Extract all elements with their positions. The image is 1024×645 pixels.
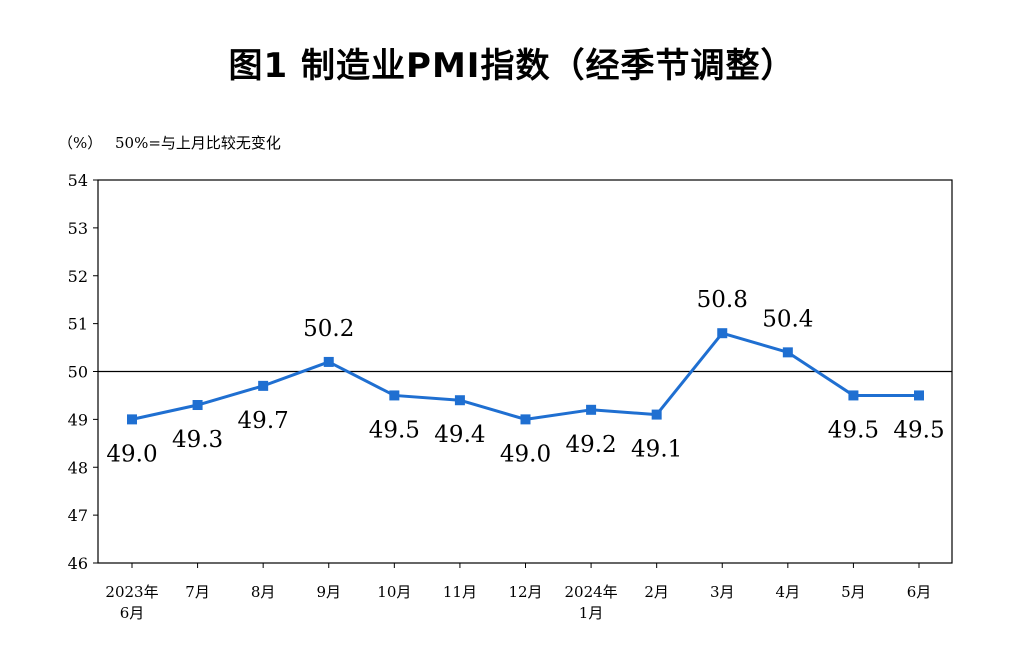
x-tick-label: 9月 [316,583,341,601]
y-tick-label: 46 [68,554,88,573]
data-point [717,328,728,339]
data-point [586,404,597,415]
reference-note: 50%=与上月比较无变化 [115,134,281,152]
data-point [520,414,531,425]
data-point [323,356,334,367]
x-tick-label: 4月 [776,583,801,601]
chart-title: 图1 制造业PMI指数（经季节调整） [228,46,796,86]
data-label: 49.4 [434,422,485,448]
data-label: 50.8 [697,287,748,313]
y-tick-label: 52 [68,267,88,286]
x-tick-label: 2月 [644,583,669,601]
data-point [914,390,924,401]
data-label: 49.7 [238,408,289,434]
data-label: 49.0 [106,441,157,467]
data-label: 49.5 [828,417,879,443]
y-tick-label: 51 [68,315,88,334]
data-label: 50.2 [303,316,354,342]
y-tick-label: 49 [68,410,88,429]
y-tick-label: 48 [68,458,88,477]
y-tick-label: 53 [68,219,88,238]
data-label: 49.5 [893,417,944,443]
x-tick-label: 7月 [185,583,210,601]
y-tick-label: 50 [68,363,88,382]
x-tick-label: 5月 [841,583,866,601]
x-tick-label: 1月 [579,604,604,622]
data-label: 49.5 [369,417,420,443]
data-point [258,380,269,391]
data-label: 49.2 [565,432,616,458]
data-label: 49.1 [631,437,682,463]
x-tick-label: 10月 [377,583,411,601]
data-point [127,414,137,425]
data-point [651,409,662,420]
x-tick-label: 3月 [710,583,735,601]
x-tick-label: 11月 [443,583,477,601]
x-tick-label: 6月 [120,604,145,622]
data-point [782,347,793,358]
data-label: 49.0 [500,441,551,467]
data-point [192,400,203,411]
x-tick-label: 12月 [508,583,542,601]
y-tick-label: 47 [68,506,88,525]
y-unit-label: （%） [58,134,103,152]
data-label: 50.4 [762,306,813,332]
series-line [131,331,919,421]
y-tick-label: 54 [68,171,88,190]
data-point [454,395,465,406]
data-point [389,390,400,401]
x-tick-label: 2023年 [105,583,158,601]
data-point [848,390,859,401]
data-label: 49.3 [172,427,223,453]
x-tick-label: 6月 [907,583,932,601]
x-tick-label: 8月 [251,583,276,601]
x-tick-label: 2024年 [564,583,617,601]
